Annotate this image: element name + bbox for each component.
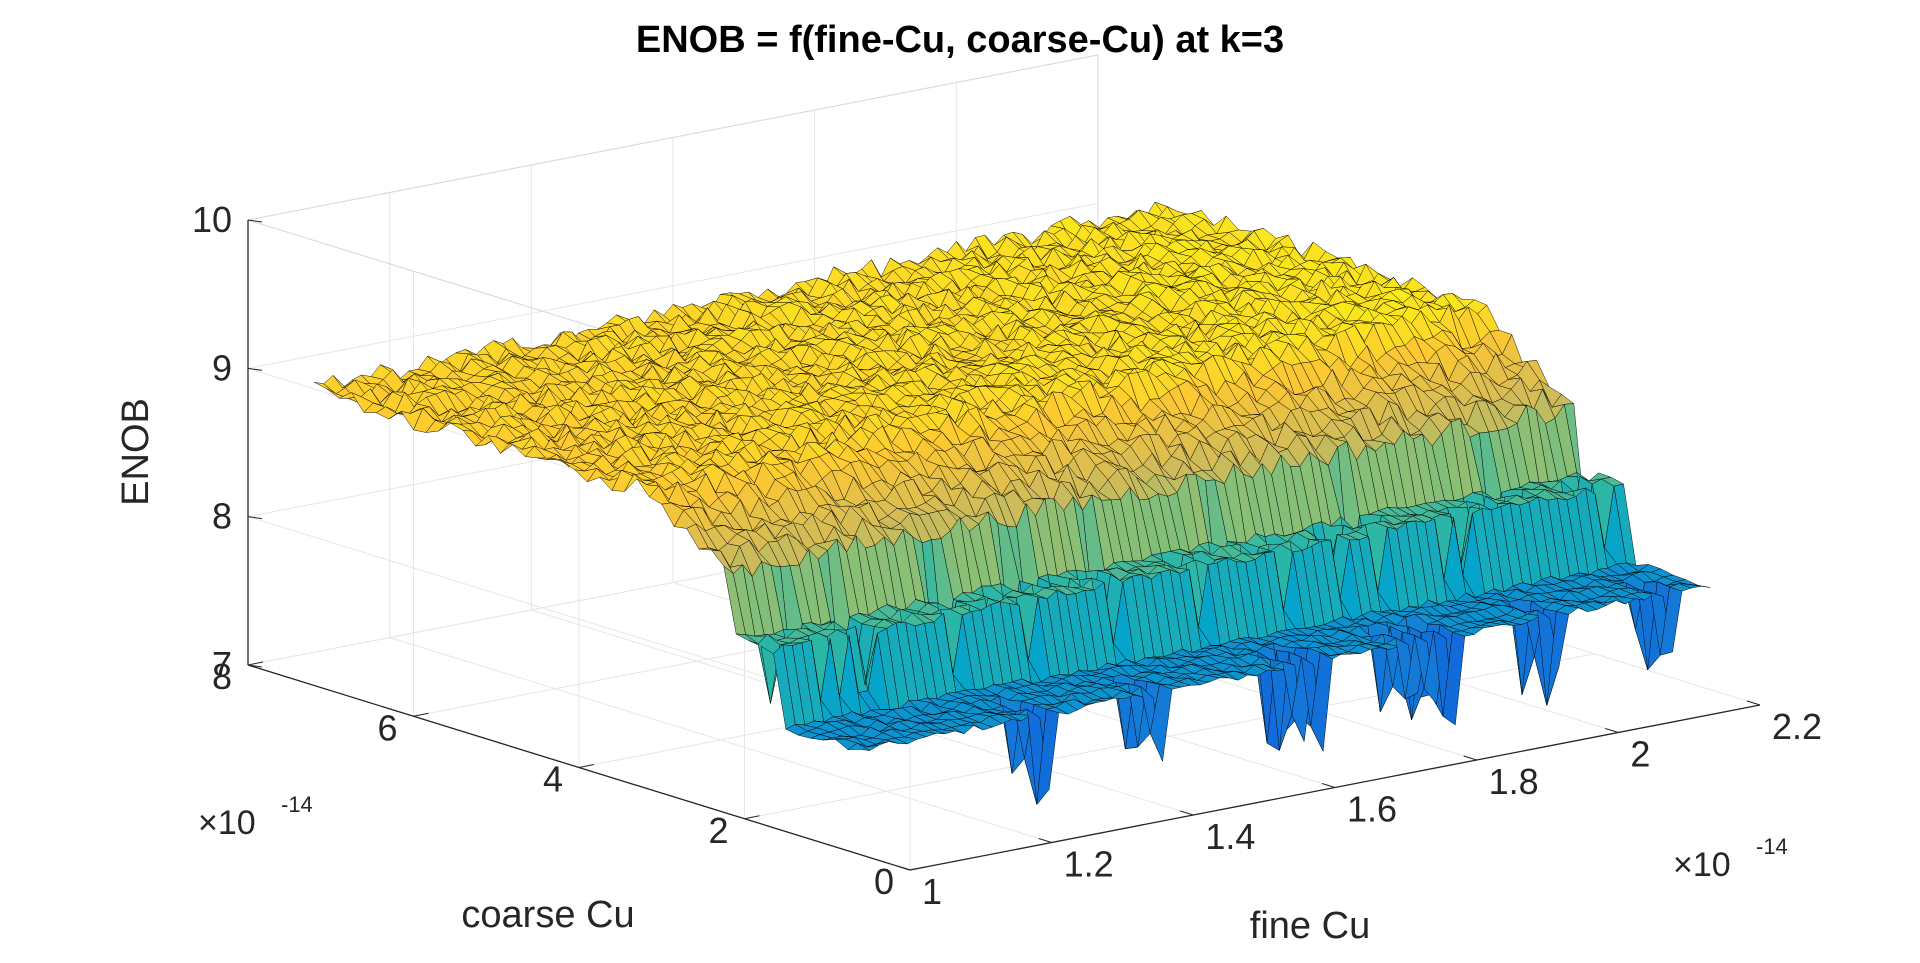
x-tick-mark	[1321, 783, 1336, 788]
z-tick-mark	[247, 219, 263, 223]
x-tick-mark	[896, 865, 911, 871]
x-multiplier-exponent: -14	[1756, 834, 1788, 859]
x-axis-multiplier: ×10 -14	[1673, 834, 1788, 884]
x-tick-mark	[1746, 700, 1761, 706]
y-multiplier-exponent: -14	[281, 792, 313, 817]
x-axis-label: fine Cu	[1250, 905, 1370, 947]
z-tick-label: 9	[212, 347, 232, 388]
chart-title: ENOB = f(fine-Cu, coarse-Cu) at k=3	[636, 19, 1284, 61]
y-tick-mark	[413, 712, 429, 717]
y-tick-label: 0	[874, 861, 894, 902]
x-tick-label: 1.6	[1347, 789, 1397, 830]
x-tick-label: 1.4	[1205, 816, 1255, 857]
y-tick-mark	[744, 815, 760, 820]
x-tick-label: 1	[922, 871, 942, 912]
y-tick-label: 2	[708, 810, 728, 851]
z-tick-mark	[247, 516, 263, 520]
y-tick-label: 6	[377, 707, 397, 748]
z-tick-label: 8	[212, 496, 232, 537]
z-tick-mark	[247, 664, 263, 668]
x-tick-mark	[1463, 755, 1477, 761]
z-tick-label: 7	[212, 644, 232, 685]
y-tick-mark	[578, 764, 595, 768]
y-tick-mark	[247, 661, 264, 666]
x-tick-label: 1.2	[1064, 844, 1114, 885]
y-tick-label: 8	[212, 656, 232, 697]
surface-patch	[1688, 584, 1711, 588]
x-multiplier-base: ×10	[1673, 846, 1731, 884]
x-tick-label: 2.2	[1772, 706, 1822, 747]
x-tick-label: 2	[1630, 734, 1650, 775]
z-tick-label: 10	[192, 199, 232, 240]
box-edge-top-back	[247, 54, 1099, 221]
x-tick-label: 1.8	[1489, 761, 1539, 802]
z-axis-label: ENOB	[115, 398, 157, 506]
y-tick-label: 4	[543, 759, 563, 800]
y-axis-label: coarse Cu	[461, 894, 634, 936]
surface-mesh	[314, 201, 1711, 806]
z-tick-mark	[247, 367, 263, 371]
y-multiplier-base: ×10	[198, 804, 256, 842]
y-tick-mark	[909, 866, 926, 871]
x-tick-mark	[1605, 728, 1619, 733]
x-tick-mark	[1180, 810, 1194, 816]
x-tick-mark	[1038, 838, 1052, 843]
y-axis-multiplier: ×10 -14	[198, 792, 313, 842]
